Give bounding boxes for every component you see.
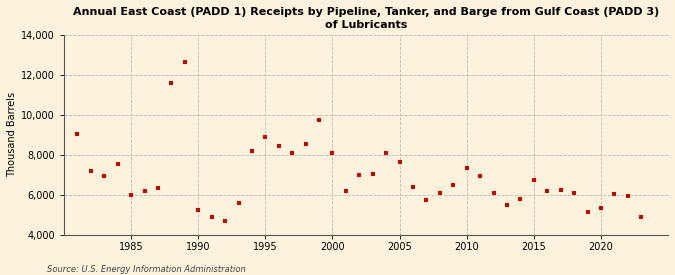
Point (542, 189, 553, 193)
Point (515, 197, 526, 201)
Point (219, 218, 230, 223)
Point (569, 191, 580, 195)
Point (86, 169, 97, 173)
Point (394, 160, 405, 164)
Point (622, 194, 633, 198)
Y-axis label: Thousand Barrels: Thousand Barrels (7, 92, 17, 177)
Point (327, 151, 338, 155)
Point (139, 189, 150, 193)
Point (461, 166, 472, 170)
Point (340, 189, 351, 193)
Point (408, 185, 418, 189)
Point (246, 148, 257, 153)
Point (609, 191, 620, 196)
Point (595, 205, 606, 210)
Point (448, 183, 459, 187)
Point (556, 188, 566, 192)
Point (287, 151, 298, 155)
Text: Source: U.S. Energy Information Administration: Source: U.S. Energy Information Administ… (47, 265, 246, 274)
Point (112, 162, 123, 166)
Point (488, 191, 499, 195)
Point (421, 197, 432, 202)
Point (582, 210, 593, 214)
Point (72, 132, 83, 136)
Point (166, 81, 177, 85)
Point (367, 172, 378, 176)
Point (435, 191, 446, 195)
Point (636, 214, 647, 219)
Point (502, 202, 512, 207)
Point (99, 174, 109, 178)
Point (381, 151, 392, 155)
Point (354, 172, 364, 177)
Point (193, 207, 204, 212)
Point (475, 174, 485, 178)
Point (233, 200, 244, 205)
Point (207, 214, 217, 219)
Point (260, 135, 271, 139)
Point (180, 60, 190, 64)
Title: Annual East Coast (PADD 1) Receipts by Pipeline, Tanker, and Barge from Gulf Coa: Annual East Coast (PADD 1) Receipts by P… (73, 7, 659, 30)
Point (273, 144, 284, 148)
Point (153, 186, 163, 190)
Point (529, 178, 539, 182)
Point (314, 118, 325, 122)
Point (300, 142, 311, 146)
Point (126, 192, 136, 197)
